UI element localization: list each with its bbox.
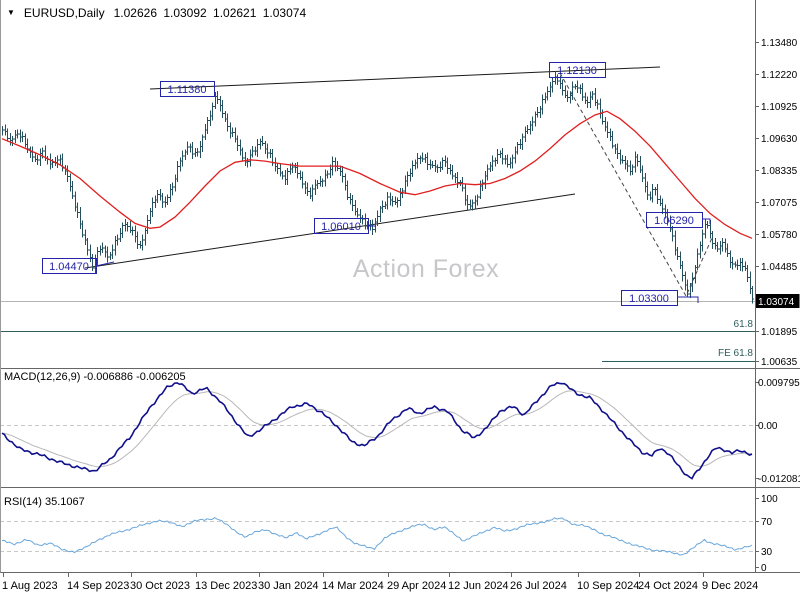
ohlc-bars <box>2 71 754 304</box>
ma-line <box>1 110 753 239</box>
price-label-callout[interactable]: 1.06010 <box>314 218 377 234</box>
svg-text:1.12220: 1.12220 <box>761 70 798 81</box>
svg-text:61.8: 61.8 <box>734 319 754 330</box>
rsi-panel <box>0 516 755 556</box>
svg-text:1.00635: 1.00635 <box>761 357 798 368</box>
svg-text:14 Sep 2023: 14 Sep 2023 <box>67 580 129 592</box>
svg-text:1.05780: 1.05780 <box>761 230 798 241</box>
macd-panel <box>0 381 755 480</box>
svg-text:1.13480: 1.13480 <box>761 38 798 49</box>
time-axis[interactable]: 1 Aug 2023 14 Sep 2023 30 Oct 2023 13 Dec 2… <box>2 573 758 592</box>
svg-text:100: 100 <box>761 494 778 505</box>
macd-label: MACD(12,26,9) -0.006886 -0.006205 <box>4 371 186 383</box>
svg-text:24 Oct 2024: 24 Oct 2024 <box>638 580 698 592</box>
current-price-tag: 1.03074 <box>755 294 800 308</box>
svg-text:0: 0 <box>761 563 767 574</box>
svg-text:26 Jul 2024: 26 Jul 2024 <box>510 580 567 592</box>
svg-text:70: 70 <box>761 517 773 528</box>
svg-text:12 Jun 2024: 12 Jun 2024 <box>448 580 509 592</box>
symbol-dropdown-icon[interactable]: ▼ <box>7 8 15 17</box>
trendline-projection[interactable] <box>559 72 713 298</box>
chart-title: ▼ EURUSD,Daily 1.02626 1.03092 1.02621 1… <box>7 6 306 20</box>
svg-text:0.00: 0.00 <box>758 421 778 432</box>
svg-text:13 Dec 2023: 13 Dec 2023 <box>195 580 257 592</box>
panel-borders <box>0 0 800 573</box>
svg-text:1.04485: 1.04485 <box>761 262 798 273</box>
svg-text:1.08335: 1.08335 <box>761 166 798 177</box>
svg-text:1.03074: 1.03074 <box>758 297 795 308</box>
svg-text:10 Sep 2024: 10 Sep 2024 <box>577 580 639 592</box>
svg-text:1.07075: 1.07075 <box>761 198 798 209</box>
svg-text:14 Mar 2024: 14 Mar 2024 <box>322 580 384 592</box>
price-label-callout[interactable]: 1.06290 <box>646 212 711 228</box>
rsi-label: RSI(14) 35.1067 <box>4 496 85 508</box>
price-label-callout[interactable]: 1.03300 <box>621 290 699 306</box>
price-label-callout[interactable]: 1.11380 <box>160 81 215 97</box>
svg-text:30 Oct 2023: 30 Oct 2023 <box>130 580 190 592</box>
price-axis[interactable]: 1.13480 1.12220 1.10925 1.09630 1.08335 1.070… <box>755 38 800 574</box>
svg-text:29 Apr 2024: 29 Apr 2024 <box>387 580 446 592</box>
price-label-callout[interactable]: 1.04470 <box>42 258 115 274</box>
svg-text:1.01895: 1.01895 <box>761 327 798 338</box>
svg-text:0.009795: 0.009795 <box>758 378 800 389</box>
price-callouts[interactable]: 1.11380 1.12130 1.06010 1.04470 1.06290 1.033… <box>42 62 711 306</box>
svg-text:9 Dec 2024: 9 Dec 2024 <box>702 580 758 592</box>
svg-text:1.04470: 1.04470 <box>49 261 89 273</box>
svg-text:1 Aug 2023: 1 Aug 2023 <box>2 580 58 592</box>
symbol-timeframe-label: EURUSD,Daily <box>23 6 105 20</box>
watermark: Action Forex <box>352 255 500 283</box>
fib-retracement-lines[interactable]: 61.8 FE 61.8 <box>0 319 755 362</box>
svg-text:-0.012081: -0.012081 <box>758 474 800 485</box>
svg-text:1.03300: 1.03300 <box>629 293 669 305</box>
price-label-callout[interactable]: 1.12130 <box>549 62 606 78</box>
svg-text:1.12130: 1.12130 <box>557 65 597 77</box>
svg-text:1.09630: 1.09630 <box>761 134 798 145</box>
svg-text:30: 30 <box>761 547 773 558</box>
svg-text:1.11380: 1.11380 <box>168 84 207 96</box>
ohlc-values: 1.02626 1.03092 1.02621 1.03074 <box>113 6 307 20</box>
trendline-support[interactable] <box>84 193 576 269</box>
svg-text:FE 61.8: FE 61.8 <box>718 348 753 359</box>
svg-text:1.10925: 1.10925 <box>761 102 798 113</box>
svg-text:1.06290: 1.06290 <box>654 215 694 227</box>
svg-text:1.06010: 1.06010 <box>321 221 361 233</box>
trendline-resistance[interactable] <box>149 66 661 90</box>
svg-text:30 Jan 2024: 30 Jan 2024 <box>258 580 319 592</box>
